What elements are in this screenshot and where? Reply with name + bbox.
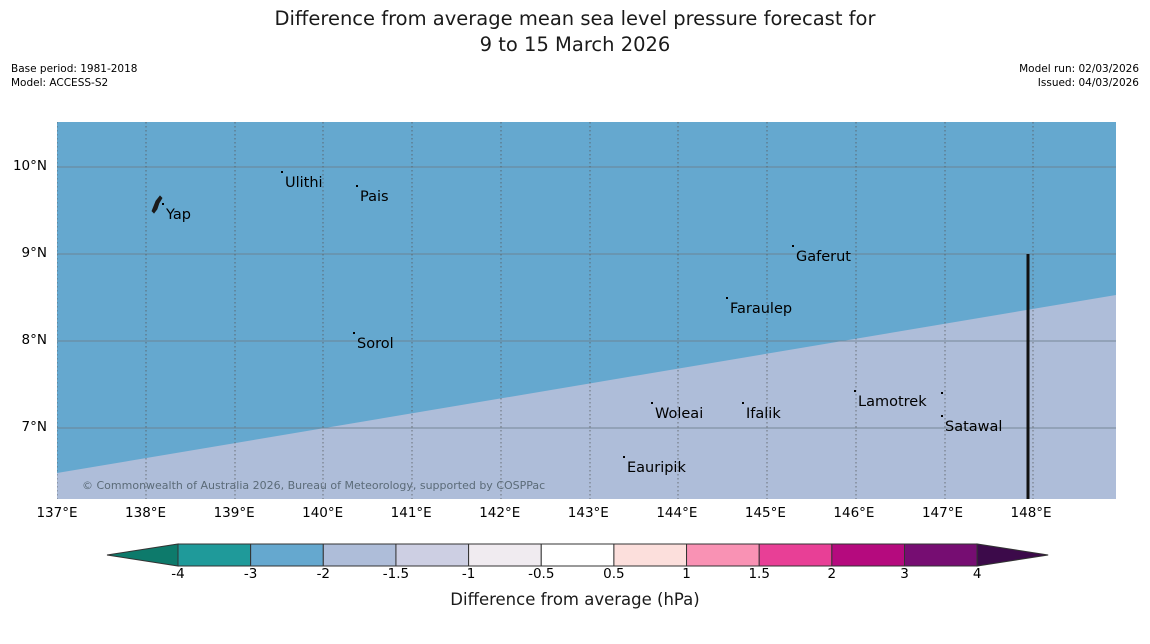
lon-tick-1: 138°E: [125, 505, 167, 521]
colorbar-axis-label: Difference from average (hPa): [450, 590, 700, 609]
metadata-left: Base period: 1981-2018 Model: ACCESS-S2: [11, 63, 137, 90]
place-label-satawal: Satawal: [941, 415, 1003, 435]
lon-tick-2: 139°E: [213, 505, 255, 521]
colorbar-swatches: [106, 543, 1049, 567]
place-marker-dot: [353, 332, 355, 334]
place-name-text: Faraulep: [730, 301, 793, 317]
colorbar: -4 -3 -2 -1.5 -1 -0.5 0.5 1 1.5 2 3 4 Difference fr…: [0, 540, 1150, 644]
place-label-sorol: Sorol: [353, 332, 394, 352]
title-line-1: Difference from average mean sea level p…: [274, 7, 876, 30]
place-name-text: Woleai: [655, 406, 704, 422]
place-name-text: Lamotrek: [858, 394, 927, 410]
model-run-text: Model run: 02/03/2026: [1019, 63, 1139, 75]
yap-island-shape: [151, 195, 163, 214]
base-period-text: Base period: 1981-2018: [11, 63, 138, 75]
place-label-woleai: Woleai: [651, 402, 704, 422]
lat-tick-2: 8°N: [21, 332, 47, 348]
colorbar-segment-12: [976, 543, 1049, 567]
colorbar-tick-10: 3: [900, 566, 909, 582]
place-marker-dot: [854, 390, 856, 392]
place-name-text: Ifalik: [746, 406, 781, 422]
title-line-2: 9 to 15 March 2026: [479, 33, 671, 56]
place-label-faraulep: Faraulep: [726, 297, 793, 317]
place-marker-dot: [623, 456, 625, 458]
place-marker-dot: [742, 402, 744, 404]
lon-tick-6: 143°E: [567, 505, 609, 521]
colorbar-segment-0: [106, 543, 179, 567]
colorbar-segment-7: [613, 543, 688, 567]
region-band-light: [57, 295, 1116, 499]
lon-tick-9: 146°E: [833, 505, 875, 521]
place-marker-dot: [726, 297, 728, 299]
page-title: Difference from average mean sea level p…: [0, 6, 1150, 58]
place-label-eauripik: Eauripik: [623, 456, 686, 476]
colorbar-tick-2: -2: [316, 566, 331, 582]
place-name-text: Ulithi: [285, 175, 323, 191]
place-marker-dot: [281, 171, 283, 173]
colorbar-segment-11: [904, 543, 978, 567]
model-text: Model: ACCESS-S2: [11, 76, 109, 89]
lon-tick-7: 144°E: [656, 505, 698, 521]
place-label-pais: Pais: [356, 185, 389, 205]
lat-tick-3: 7°N: [21, 419, 47, 435]
place-name-text: Pais: [360, 189, 389, 205]
place-label-lamotrek: Lamotrek: [854, 390, 927, 410]
place-name-text: Eauripik: [627, 460, 686, 476]
map-contour-svg: [57, 122, 1116, 499]
lon-tick-8: 145°E: [744, 505, 786, 521]
place-label-ulithi: Ulithi: [281, 171, 323, 191]
colorbar-segment-8: [686, 543, 760, 567]
unlabeled-marker-dot: [941, 392, 943, 394]
colorbar-tick-5: -0.5: [528, 566, 555, 582]
colorbar-tick-7: 1: [682, 566, 691, 582]
lon-tick-11: 148°E: [1010, 505, 1052, 521]
colorbar-tick-6: 0.5: [603, 566, 625, 582]
colorbar-tick-0: -4: [171, 566, 185, 582]
colorbar-segment-10: [831, 543, 905, 567]
place-marker-dot: [356, 185, 358, 187]
colorbar-segment-2: [250, 543, 324, 567]
issued-text: Issued: 04/03/2026: [1037, 76, 1139, 89]
colorbar-tick-11: 4: [972, 566, 982, 582]
colorbar-tick-4: -1: [461, 566, 476, 582]
colorbar-tick-3: -1.5: [382, 566, 410, 582]
colorbar-tick-9: 2: [827, 566, 837, 582]
metadata-right: Model run: 02/03/2026 Issued: 04/03/2026: [1019, 63, 1139, 90]
colorbar-segment-1: [177, 543, 252, 567]
place-label-yap: Yap: [162, 203, 191, 223]
colorbar-segment-3: [322, 543, 397, 567]
colorbar-tick-8: 1.5: [748, 566, 770, 582]
place-name-text: Sorol: [357, 336, 394, 352]
colorbar-segment-6: [540, 543, 615, 567]
colorbar-tick-1: -3: [243, 566, 258, 582]
lon-gridlines: [57, 122, 1034, 499]
copyright-text: © Commonwealth of Australia 2026, Bureau…: [82, 479, 546, 492]
place-marker-dot: [162, 203, 164, 205]
lon-tick-0: 137°E: [36, 505, 78, 521]
lon-tick-10: 147°E: [921, 505, 964, 521]
map-plot-area: © Commonwealth of Australia 2026, Bureau…: [57, 122, 1116, 499]
place-label-gaferut: Gaferut: [792, 245, 851, 265]
place-label-ifalik: Ifalik: [742, 402, 781, 422]
place-marker-dot: [941, 415, 943, 417]
place-name-text: Gaferut: [796, 249, 851, 265]
lon-tick-4: 141°E: [390, 505, 432, 521]
place-marker-dot: [651, 402, 653, 404]
colorbar-segment-4: [395, 543, 470, 567]
place-marker-dot: [792, 245, 794, 247]
lat-tick-1: 9°N: [21, 245, 47, 261]
colorbar-segment-9: [758, 543, 833, 567]
lat-tick-0: 10°N: [12, 158, 47, 174]
colorbar-segment-5: [468, 543, 542, 567]
lon-tick-5: 142°E: [479, 505, 521, 521]
place-name-text: Yap: [166, 207, 191, 223]
lat-gridlines: [57, 166, 1116, 429]
place-name-text: Satawal: [945, 419, 1003, 435]
lon-tick-3: 140°E: [302, 505, 344, 521]
